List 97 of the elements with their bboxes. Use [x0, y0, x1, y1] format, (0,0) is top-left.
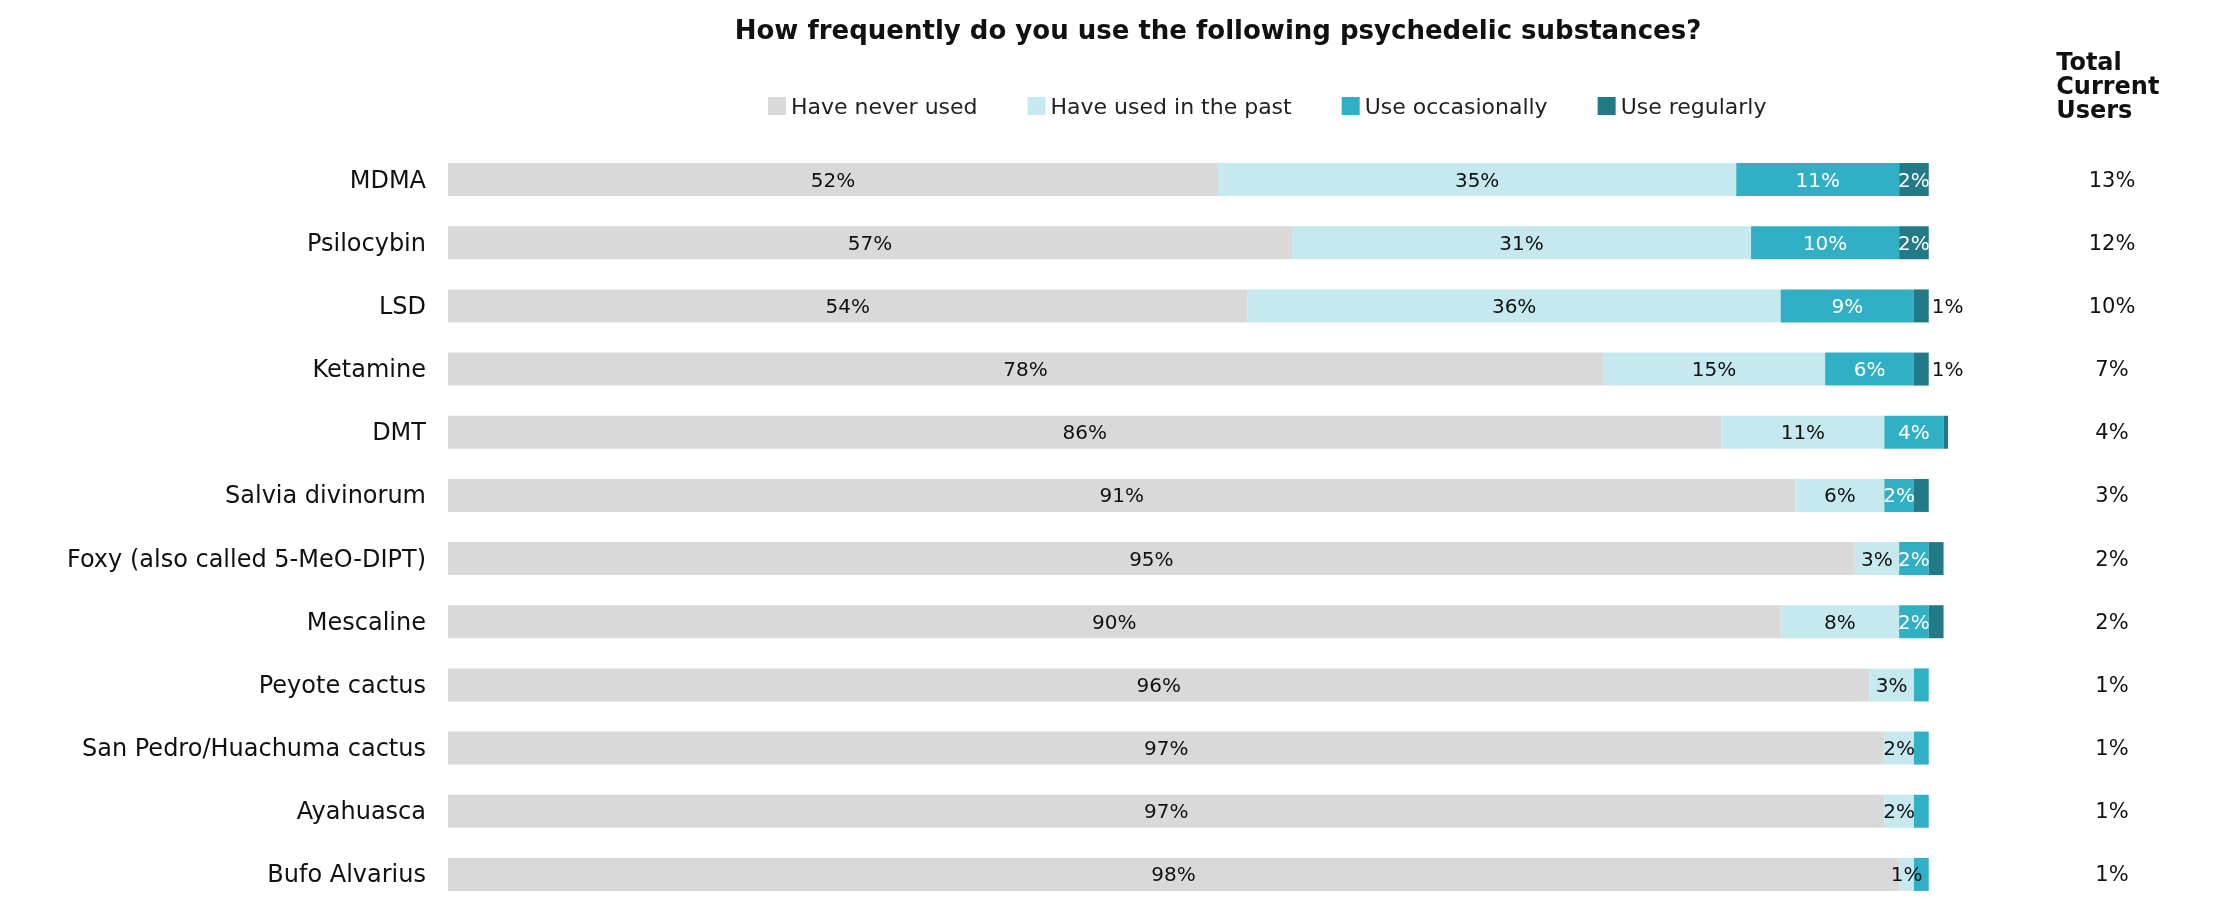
bar [1913, 352, 1929, 386]
data-label: 2% [1898, 546, 1930, 571]
data-label: 96% [1136, 672, 1181, 697]
bar [1928, 605, 1944, 639]
bar [1825, 352, 1914, 386]
data-label: 91% [1099, 483, 1144, 508]
data-label: 11% [1795, 167, 1840, 192]
legend-label: Use occasionally [1364, 93, 1548, 119]
legend-label: Have never used [791, 93, 978, 119]
data-label: 36% [1491, 293, 1537, 318]
data-label: 15% [1691, 357, 1737, 382]
data-label: 97% [1143, 736, 1189, 761]
y-tick-label: Salvia divinorum [225, 481, 426, 510]
chart-title: How frequently do you use the following psychedelic substances? [734, 15, 1702, 45]
bar [1913, 794, 1929, 828]
legend-label: Use regularly [1620, 93, 1767, 119]
bar [448, 794, 1885, 828]
bar [1884, 415, 1944, 449]
data-label: 3% [1875, 672, 1908, 697]
text: 1% [2095, 736, 2129, 761]
bar [1247, 289, 1781, 323]
data-label: 10% [1802, 230, 1848, 255]
text: 1% [2095, 862, 2129, 887]
data-label: 95% [1129, 546, 1174, 571]
bar [1928, 542, 1944, 576]
data-label: 8% [1824, 609, 1856, 634]
data-label: 2% [1883, 799, 1915, 824]
text: 2% [2095, 609, 2129, 634]
data-label: 2% [1898, 167, 1930, 192]
data-label: 1% [1931, 357, 1964, 382]
text: 12% [2088, 230, 2136, 255]
bar [448, 605, 1781, 639]
data-label: 57% [847, 230, 893, 255]
data-label: 86% [1062, 420, 1107, 445]
text: Total Current Users [2056, 48, 2168, 124]
text: 3% [2095, 483, 2129, 508]
data-label: 54% [825, 293, 871, 318]
bar [1217, 163, 1737, 197]
text: 4% [2095, 420, 2129, 445]
text: 1% [2095, 672, 2129, 697]
y-tick-label: Ketamine [312, 355, 426, 384]
y-tick-label: MDMA [349, 165, 427, 194]
data-label: 31% [1499, 230, 1544, 255]
bar [448, 478, 1796, 512]
bar [448, 731, 1885, 765]
bar [1913, 289, 1929, 323]
legend-label: Have used in the past [1050, 93, 1293, 119]
text: 1% [2095, 799, 2129, 824]
bar [1780, 289, 1914, 323]
data-label: 4% [1898, 420, 1930, 445]
y-tick-label: Mescaline [306, 607, 426, 636]
bar [448, 542, 1855, 576]
bar [1780, 605, 1900, 639]
y-tick-label: DMT [372, 418, 427, 447]
data-label: 11% [1780, 420, 1826, 445]
bar [448, 415, 1722, 449]
data-label: 2% [1883, 483, 1915, 508]
bar [1913, 668, 1929, 702]
data-label: 6% [1824, 483, 1856, 508]
text: 10% [2088, 293, 2136, 318]
data-label: 2% [1883, 736, 1915, 761]
y-tick-label: Bufo Alvarius [267, 860, 426, 889]
bar [1913, 478, 1929, 512]
data-label: 2% [1898, 230, 1930, 255]
bar [1721, 415, 1885, 449]
bar [448, 668, 1870, 702]
y-tick-label: Ayahuasca [296, 797, 426, 826]
bar [448, 289, 1248, 323]
bar [1736, 163, 1900, 197]
bar [1943, 415, 1948, 449]
y-tick-label: San Pedro/Huachuma cactus [81, 734, 426, 763]
y-tick-label: Peyote cactus [258, 670, 426, 699]
text: 7% [2095, 357, 2129, 382]
bar [1602, 352, 1826, 386]
data-label: 1% [1931, 293, 1964, 318]
data-label: 90% [1092, 609, 1137, 634]
y-tick-label: Psilocybin [306, 228, 426, 257]
bar [1292, 226, 1752, 260]
data-label: 3% [1861, 546, 1893, 571]
data-label: 6% [1853, 357, 1886, 382]
data-label: 52% [810, 167, 856, 192]
data-label: 98% [1151, 862, 1196, 887]
bar [1751, 226, 1900, 260]
text: 13% [2088, 167, 2136, 192]
data-label: 9% [1831, 293, 1864, 318]
text: 2% [2095, 546, 2129, 571]
bar [448, 226, 1293, 260]
bar [448, 163, 1218, 197]
bar [1795, 478, 1885, 512]
data-label: 35% [1454, 167, 1500, 192]
y-tick-label: LSD [378, 291, 426, 320]
y-tick-label: Foxy (also called 5-MeO-DIPT) [66, 544, 426, 573]
data-label: 97% [1143, 799, 1189, 824]
data-label: 2% [1898, 609, 1930, 634]
data-label: 78% [1003, 357, 1048, 382]
bar [448, 352, 1603, 386]
bar [1913, 731, 1929, 765]
